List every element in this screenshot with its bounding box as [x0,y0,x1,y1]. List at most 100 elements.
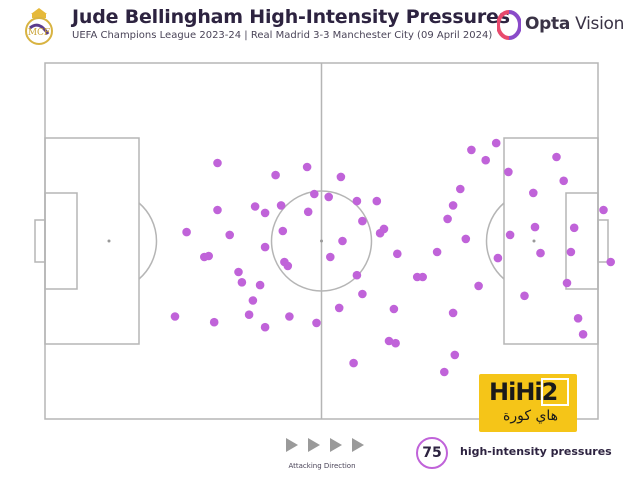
pressure-dot [358,289,367,299]
pressure-dot [213,158,222,168]
pressure-dot [352,196,362,206]
real-madrid-crest-icon: MCF [25,8,53,45]
pressure-dot [338,236,347,246]
pressure-dot [432,247,442,257]
pressure-dot [334,303,344,313]
pressure-dot [170,312,180,321]
pressure-dot [260,242,270,252]
pressure-dot [393,249,402,259]
svg-text:MCF: MCF [28,28,50,38]
pressure-dot [336,172,346,182]
left-penalty-area [44,137,140,345]
pressure-dot [182,227,191,237]
pressure-dot [303,207,313,217]
triangle-right-icon [352,438,364,452]
pressure-dot [271,170,280,180]
pressure-dot [443,214,452,224]
pressure-dot [209,317,219,327]
watermark-brand: HiHi2 [489,378,558,406]
pressure-dot [606,257,615,267]
pressure-dot [440,367,449,377]
pressure-dot [504,167,513,177]
pressure-dots [170,138,615,385]
pressure-dot [255,280,265,290]
pressure-dot [312,318,321,328]
pressure-dot [260,322,270,332]
centre-circle [270,190,373,292]
pressure-dot [530,222,540,232]
pressure-dot [536,248,545,258]
triangle-right-icon [330,438,342,452]
pressure-dot [505,230,515,240]
pressure-dot [520,291,529,301]
header: MCF Jude Bellingham High-Intensity Press… [0,0,640,52]
pressure-dot [285,312,294,321]
pressure-dot [391,338,400,348]
right-penalty-arc [485,202,505,280]
pressure-count-badge: 75 [416,437,448,469]
pressure-dot [200,252,209,262]
triangle-right-icon [286,438,298,452]
pressure-dot [278,226,288,236]
attacking-direction-label: Attacking Direction [288,462,356,470]
pressure-dot [250,202,260,211]
pressure-dot [573,314,583,323]
pressure-dot [358,216,367,226]
pressure-dot [213,205,222,215]
pressure-dot [456,184,465,194]
pressure-dot [578,330,588,339]
pressure-count-label: high-intensity pressures [460,445,612,458]
left-penalty-spot [107,239,111,243]
centre-spot [320,239,323,243]
attacking-direction-arrows [286,438,364,452]
right-penalty-spot [532,239,536,243]
pressure-dot [384,336,394,346]
pressure-dot [566,247,576,257]
right-goal [597,219,609,263]
pressure-dot [389,304,399,314]
pressure-dot [310,189,319,199]
pressure-dot [491,138,501,148]
right-penalty-area [503,137,599,345]
watermark-frame [541,378,569,406]
pressure-dot [448,201,458,210]
pressure-dot [529,188,538,198]
pressure-dot [450,350,460,360]
pressure-dot [467,145,476,155]
triangle-right-icon [308,438,320,452]
pressure-dot [352,270,362,280]
pressure-dot [448,308,458,318]
hihi2-watermark: HiHi2 هاي كورة [479,374,577,432]
pressure-dot [276,201,286,210]
opta-vision-logo: Opta Vision [497,10,627,40]
pressure-dot [461,234,471,244]
chart-subtitle: UEFA Champions League 2023-24 | Real Mad… [72,30,493,41]
pressure-dot [225,230,234,240]
pressure-dot [260,208,270,218]
chart-title: Jude Bellingham High-Intensity Pressures [72,6,510,28]
pressure-dot [248,296,258,305]
pressure-dot [326,252,335,262]
pressure-dot [283,261,293,271]
pressure-dot [302,162,312,172]
pressure-dot [244,310,254,320]
pressure-dot [379,224,389,234]
pressure-dot [237,278,247,287]
pressure-dot [372,196,382,206]
pressure-dot [324,192,334,202]
pressure-dot [474,281,483,291]
pressure-dot [562,278,572,288]
pressure-dot [552,152,561,162]
pressure-dot [559,176,568,186]
pressure-dot [349,358,358,368]
opta-vision-text: Opta Vision [525,14,625,34]
opta-logo-icon [497,10,521,40]
left-penalty-arc [138,202,158,280]
pressure-dot [599,205,608,215]
right-six-yard-box [565,192,599,290]
left-six-yard-box [44,192,78,290]
left-goal [34,219,46,263]
pressure-dot [493,253,503,263]
pressure-dot [569,223,579,233]
pressure-dot [234,267,243,277]
